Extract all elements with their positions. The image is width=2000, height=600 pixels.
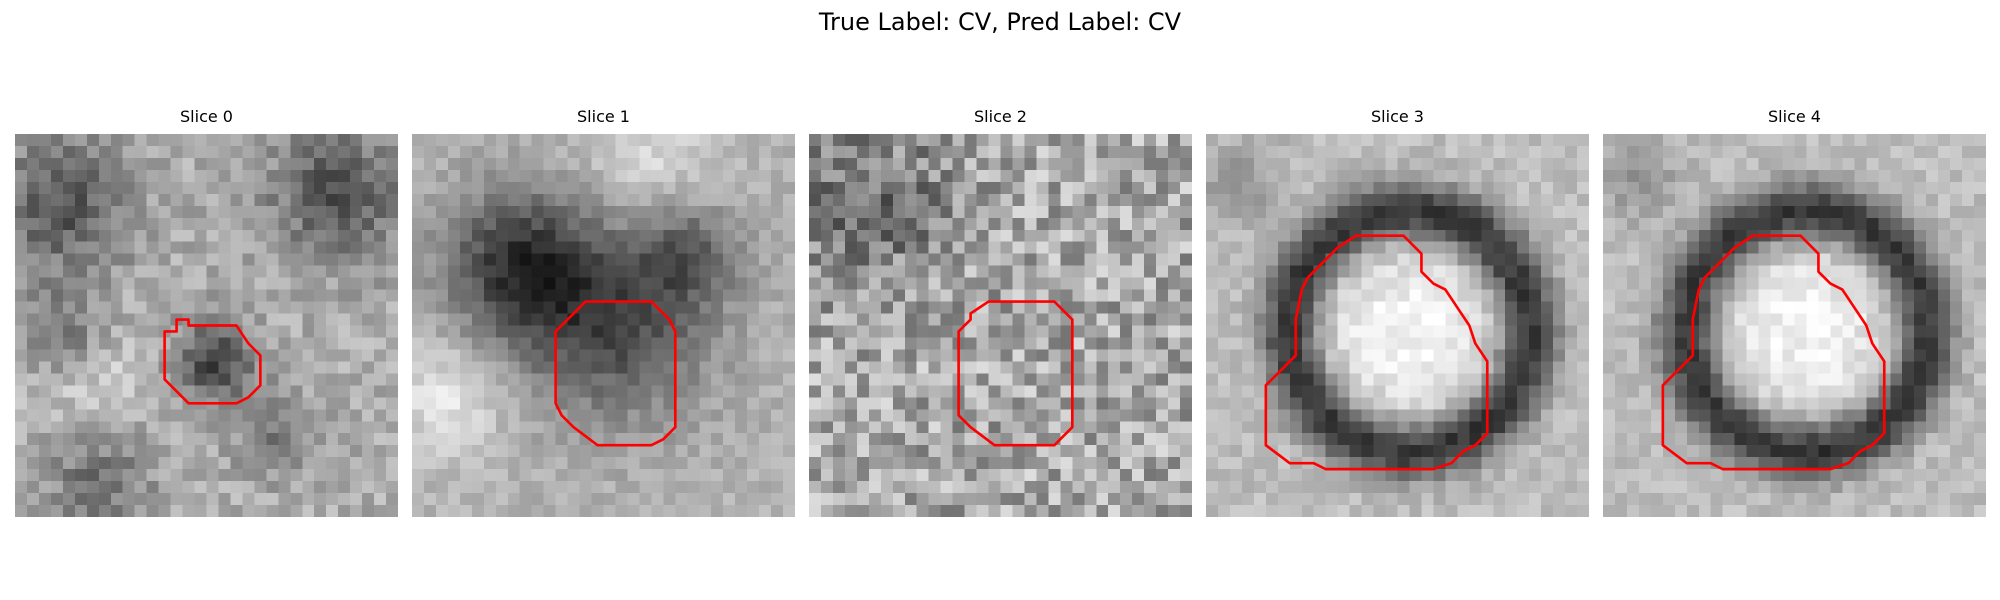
slice-image bbox=[15, 134, 398, 517]
slice-panel-2: Slice 2 bbox=[809, 106, 1192, 128]
slice-title: Slice 3 bbox=[1206, 106, 1589, 128]
grayscale-pixels bbox=[1603, 134, 1986, 517]
slice-title: Slice 2 bbox=[809, 106, 1192, 128]
slice-panel-0: Slice 0 bbox=[15, 106, 398, 128]
grayscale-pixels bbox=[412, 134, 795, 517]
slice-title: Slice 0 bbox=[15, 106, 398, 128]
grayscale-pixels bbox=[809, 134, 1192, 517]
grayscale-pixels bbox=[1206, 134, 1589, 517]
slice-panel-1: Slice 1 bbox=[412, 106, 795, 128]
slice-image bbox=[412, 134, 795, 517]
slice-panel-4: Slice 4 bbox=[1603, 106, 1986, 128]
slice-image bbox=[1603, 134, 1986, 517]
figure-title: True Label: CV, Pred Label: CV bbox=[0, 6, 2000, 38]
slice-image bbox=[809, 134, 1192, 517]
slice-title: Slice 1 bbox=[412, 106, 795, 128]
slice-title: Slice 4 bbox=[1603, 106, 1986, 128]
slice-panel-3: Slice 3 bbox=[1206, 106, 1589, 128]
slice-image bbox=[1206, 134, 1589, 517]
